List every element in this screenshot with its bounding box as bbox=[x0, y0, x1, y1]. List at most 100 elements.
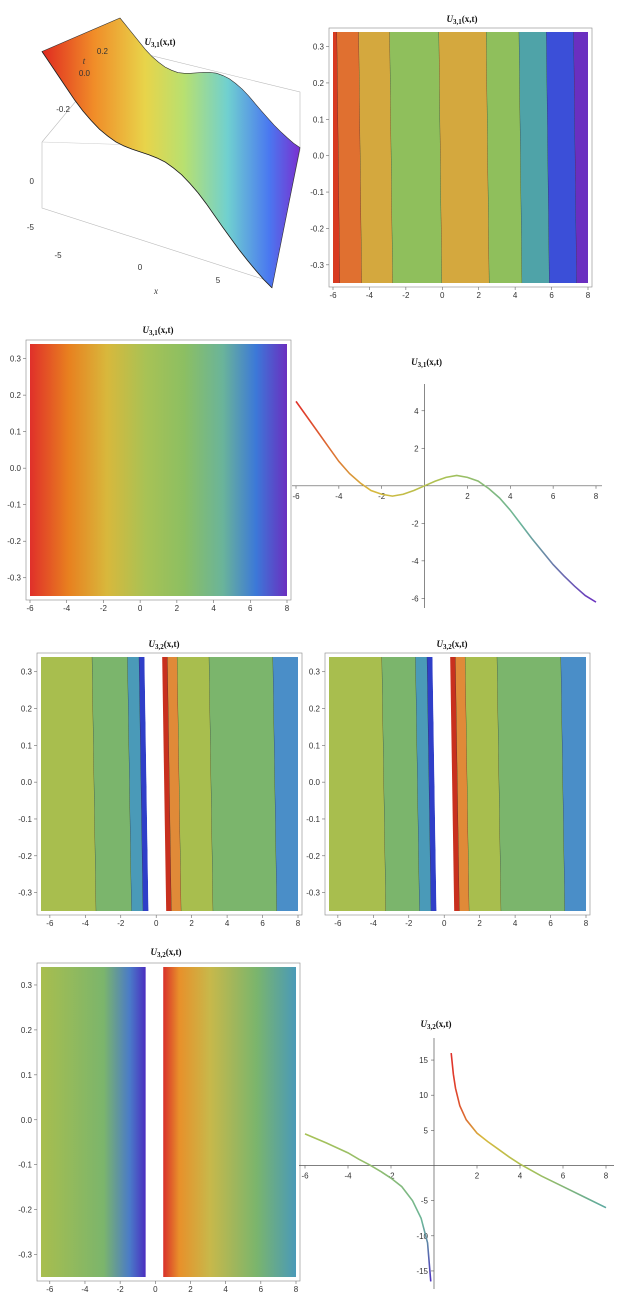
p4-xtick-label: 6 bbox=[551, 492, 556, 501]
p5-xtick-label: -4 bbox=[82, 919, 90, 928]
p5-xtick-label: 0 bbox=[154, 919, 159, 928]
p7-ytick-label: 0.2 bbox=[21, 1026, 33, 1035]
p1-title: U3,1(x,t) bbox=[145, 37, 176, 49]
p6-ytick-label: 0.3 bbox=[309, 668, 321, 677]
p1-ttick-label: -0.2 bbox=[56, 105, 70, 114]
p5-xtick-label: -6 bbox=[46, 919, 54, 928]
p2-xtick-label: -2 bbox=[402, 291, 410, 300]
p2-ytick-label: 0.3 bbox=[313, 43, 325, 52]
p6-band bbox=[450, 657, 460, 911]
p8-ytick-label: -15 bbox=[416, 1267, 428, 1276]
p6-band bbox=[560, 657, 586, 911]
p2-ytick-label: -0.3 bbox=[310, 261, 324, 270]
p8-ytick-label: 5 bbox=[424, 1126, 429, 1135]
p1-surface-plot: -5 0 5 x -0.2 0.0 0.2 t 0 -5 bbox=[27, 17, 301, 296]
p6-xtick-label: 2 bbox=[477, 919, 482, 928]
p3-frame bbox=[25, 339, 292, 601]
p8-xtick-label: -6 bbox=[301, 1172, 309, 1181]
p6-ytick-label: 0.1 bbox=[309, 741, 321, 750]
p8-xtick-label: 4 bbox=[518, 1172, 523, 1181]
p8-xtick-label: 2 bbox=[475, 1172, 480, 1181]
p2-ytick-label: -0.1 bbox=[310, 188, 324, 197]
p8-line-plot: -6 -4 -2 2 4 6 8 15 10 5 -5 -10 -15 bbox=[299, 1038, 614, 1289]
p7-ytick-label: -0.3 bbox=[18, 1251, 32, 1260]
p5-band bbox=[272, 657, 298, 911]
p5-xtick-label: 8 bbox=[296, 919, 301, 928]
p6-xtick-label: 4 bbox=[513, 919, 518, 928]
p2-band bbox=[573, 32, 588, 283]
p4-xtick-label: 2 bbox=[465, 492, 470, 501]
p3-ytick-label: 0.2 bbox=[10, 391, 22, 400]
p3-density bbox=[30, 344, 287, 596]
p2-band bbox=[546, 32, 577, 283]
p3-xtick-label: 8 bbox=[285, 604, 290, 613]
p2-title: U3,1(x,t) bbox=[447, 14, 478, 26]
p3-ytick-label: 0.0 bbox=[10, 464, 22, 473]
p2-band bbox=[486, 32, 523, 283]
p7-xtick-label: 8 bbox=[294, 1285, 299, 1294]
p1-ttick-label: 0.2 bbox=[97, 47, 109, 56]
p5-ytick-label: -0.2 bbox=[18, 852, 32, 861]
p2-band bbox=[358, 32, 393, 283]
p7-ytick-label: -0.1 bbox=[18, 1161, 32, 1170]
p4-xtick-label: -6 bbox=[292, 492, 300, 501]
p3-ytick-label: -0.1 bbox=[7, 501, 21, 510]
p5-ytick-label: 0.0 bbox=[21, 778, 33, 787]
p4-ytick-label: -4 bbox=[411, 557, 419, 566]
p5-ytick-label: 0.3 bbox=[21, 668, 33, 677]
p7-xtick-label: 6 bbox=[259, 1285, 264, 1294]
p3-xtick-label: -2 bbox=[100, 604, 108, 613]
p4-xtick-label: -4 bbox=[335, 492, 343, 501]
p1-xtick-label: 0 bbox=[138, 263, 143, 272]
p4-ytick-label: 4 bbox=[414, 407, 419, 416]
p6-ytick-label: 0.2 bbox=[309, 705, 321, 714]
p5-band bbox=[41, 657, 97, 911]
p5-band bbox=[209, 657, 277, 911]
p3-plot: -6 -4 -2 0 2 4 6 8 0.3 0.2 0.1 0.0 -0.1 -0.2 -0.3 bbox=[7, 339, 292, 613]
p6-band bbox=[415, 657, 432, 911]
p5-band bbox=[92, 657, 132, 911]
p1-surface-edge bbox=[41, 51, 273, 289]
p3-xtick-label: -4 bbox=[63, 604, 71, 613]
p3-xtick-label: 6 bbox=[248, 604, 253, 613]
p8-ytick-label: 10 bbox=[419, 1091, 428, 1100]
p1-ztick-label: 0 bbox=[30, 177, 35, 186]
p4-series-line bbox=[295, 400, 597, 603]
p7-density-right bbox=[163, 967, 296, 1277]
p6-ytick-label: -0.1 bbox=[306, 815, 320, 824]
p7-ytick-label: 0.0 bbox=[21, 1116, 33, 1125]
p8-title: U3,2(x,t) bbox=[421, 1019, 452, 1031]
p7-xtick-label: 0 bbox=[153, 1285, 158, 1294]
p5-xtick-label: 2 bbox=[189, 919, 194, 928]
p2-ytick-label: 0.1 bbox=[313, 115, 325, 124]
p2-band bbox=[519, 32, 550, 283]
p8-xtick-label: 6 bbox=[561, 1172, 566, 1181]
p8-xtick-label: -2 bbox=[387, 1172, 395, 1181]
p2-band bbox=[336, 32, 362, 283]
p6-band bbox=[465, 657, 502, 911]
p8-ytick-label: -10 bbox=[416, 1232, 428, 1241]
p3-ytick-label: 0.3 bbox=[10, 355, 22, 364]
p3-xtick-label: 4 bbox=[211, 604, 216, 613]
p3-ytick-label: -0.3 bbox=[7, 574, 21, 583]
p5-band bbox=[127, 657, 144, 911]
p5-ytick-label: -0.3 bbox=[18, 889, 32, 898]
p6-band bbox=[329, 657, 386, 911]
p4-ytick-label: -6 bbox=[411, 594, 419, 603]
p6-band bbox=[497, 657, 565, 911]
p5-band bbox=[139, 657, 149, 911]
p5-xtick-label: 4 bbox=[225, 919, 230, 928]
p6-frame bbox=[324, 652, 591, 916]
p7-xtick-label: 4 bbox=[223, 1285, 228, 1294]
p4-title: U3,1(x,t) bbox=[411, 357, 442, 369]
p6-ytick-label: 0.0 bbox=[309, 778, 321, 787]
p1-surface bbox=[41, 17, 301, 289]
p7-xtick-label: 2 bbox=[188, 1285, 193, 1294]
p6-xtick-label: -4 bbox=[370, 919, 378, 928]
p2-xtick-label: 8 bbox=[586, 291, 591, 300]
p8-series-line bbox=[304, 1133, 432, 1282]
p5-frame bbox=[36, 652, 303, 916]
p5-band bbox=[162, 657, 172, 911]
p2-plot: -6 -4 -2 0 2 4 6 8 0.3 0.2 0.1 0.0 -0.1 -0.2 -0.3 bbox=[310, 27, 593, 300]
p4-ytick-label: -2 bbox=[411, 519, 419, 528]
